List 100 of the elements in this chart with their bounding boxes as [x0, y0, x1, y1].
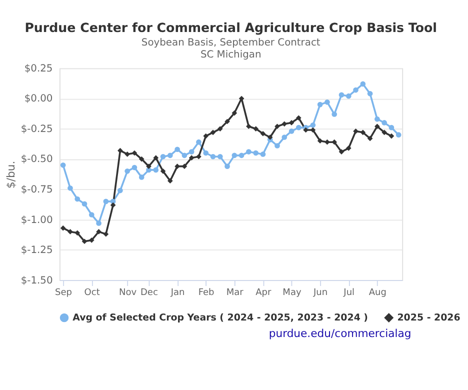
y-tick-label: $-0.25 — [20, 124, 53, 135]
legend-label: 2025 - 2026 — [397, 312, 461, 324]
point — [310, 127, 316, 133]
point — [246, 149, 252, 154]
point — [68, 185, 73, 191]
point — [310, 122, 316, 128]
y-tick-label: $-0.50 — [20, 154, 53, 166]
point — [238, 152, 244, 158]
y-tick-label: $-0.75 — [20, 184, 53, 196]
point — [332, 112, 338, 117]
point — [132, 164, 138, 170]
point — [367, 136, 373, 142]
x-tick-label: Feb — [198, 288, 215, 298]
point — [217, 154, 223, 160]
point — [174, 146, 180, 152]
point — [396, 132, 402, 138]
point — [188, 155, 194, 161]
point — [288, 128, 294, 134]
point — [74, 230, 80, 236]
point — [338, 92, 344, 98]
point — [88, 212, 94, 218]
point — [374, 116, 380, 122]
x-tick-label: Nov — [118, 288, 138, 298]
point — [260, 152, 266, 157]
point — [68, 229, 73, 234]
point — [124, 152, 130, 157]
y-tick-label: $0.25 — [24, 63, 53, 74]
x-tick-label: May — [282, 288, 302, 298]
point — [274, 143, 280, 148]
point — [132, 150, 138, 156]
x-tick-label: Jun — [312, 288, 328, 298]
point — [188, 149, 194, 154]
point — [60, 225, 66, 231]
x-tick-label: Apr — [256, 288, 272, 298]
point — [317, 138, 323, 144]
point — [82, 201, 88, 207]
x-tick-label: Dec — [140, 288, 158, 298]
x-tick-label: Oct — [84, 288, 100, 298]
point — [167, 152, 173, 158]
point — [60, 162, 66, 168]
point — [296, 124, 302, 130]
point — [153, 155, 159, 161]
point — [267, 134, 273, 140]
point — [274, 124, 280, 130]
point — [174, 164, 180, 169]
point — [346, 145, 352, 151]
point — [253, 126, 258, 132]
point — [360, 130, 366, 136]
point — [88, 238, 94, 243]
point — [74, 196, 80, 202]
point — [332, 139, 338, 145]
point — [103, 198, 109, 204]
chart-subtitle: Soybean Basis, September Contract SC Michigan — [141, 38, 320, 60]
point — [153, 167, 159, 173]
point — [324, 139, 330, 145]
point — [203, 150, 209, 156]
point — [118, 148, 123, 154]
point — [182, 152, 188, 158]
point — [110, 202, 116, 208]
point — [282, 134, 288, 140]
point — [382, 130, 387, 136]
point — [382, 120, 387, 126]
point — [224, 164, 230, 169]
point — [388, 133, 394, 139]
point — [324, 99, 330, 105]
point — [196, 139, 202, 145]
x-tick-label: Mar — [226, 288, 244, 298]
point — [196, 154, 202, 160]
point — [360, 81, 366, 87]
x-tick-label: Sep — [55, 288, 72, 298]
chart-title: Purdue Center for Commercial Agriculture Crop Basis Tool — [24, 20, 438, 36]
point — [232, 110, 238, 116]
point — [146, 164, 152, 169]
point — [367, 91, 373, 96]
point — [260, 130, 266, 136]
point — [296, 115, 302, 121]
y-tick-label: $-1.00 — [20, 214, 53, 226]
x-tick-label: Jul — [342, 288, 355, 298]
point — [96, 229, 102, 234]
point — [138, 174, 144, 180]
y-axis-title: $/bu. — [4, 160, 18, 188]
x-tick-label: Aug — [368, 288, 386, 298]
y-tick-label: $-1.25 — [20, 245, 53, 256]
point — [374, 124, 380, 130]
point — [96, 220, 102, 226]
point — [124, 168, 130, 174]
point — [160, 154, 166, 160]
point — [246, 124, 252, 130]
point — [232, 152, 238, 158]
point — [82, 238, 88, 244]
point — [253, 150, 258, 156]
text: purdue.edu/commercialag — [268, 326, 412, 340]
y-tick-label: $-1.50 — [20, 275, 53, 286]
point — [203, 133, 209, 139]
point — [317, 102, 323, 108]
x-tick-label: Jan — [170, 288, 185, 298]
y-tick-label: $0.00 — [24, 94, 53, 105]
point — [138, 156, 144, 162]
point — [103, 231, 109, 237]
point — [167, 178, 173, 184]
